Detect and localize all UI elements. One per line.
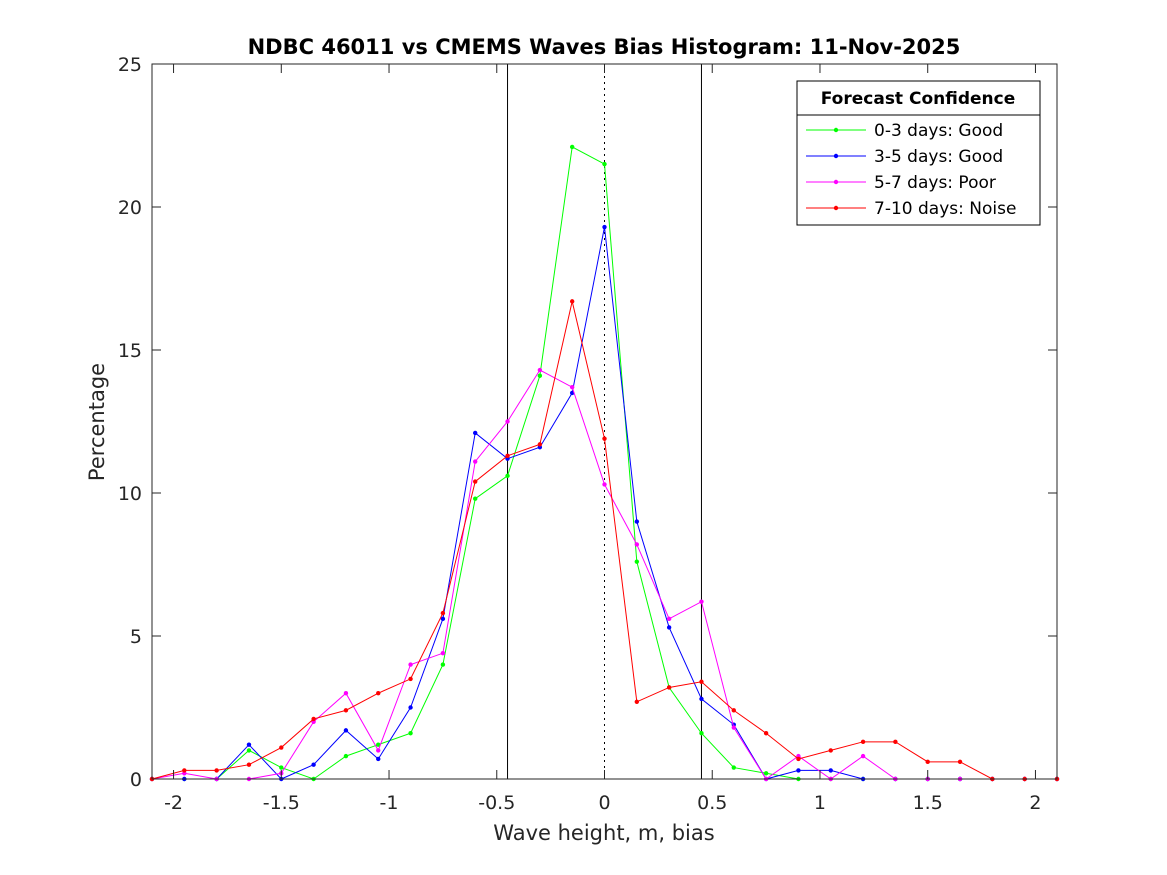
legend-box bbox=[796, 80, 1041, 226]
legend-marker bbox=[833, 179, 839, 185]
series-point bbox=[473, 496, 478, 501]
series-point bbox=[731, 765, 736, 770]
legend-marker bbox=[833, 205, 839, 211]
x-tick-label: -2 bbox=[164, 792, 183, 814]
series-point bbox=[666, 685, 672, 690]
series-point bbox=[699, 731, 704, 736]
series-point bbox=[311, 716, 316, 722]
series-point bbox=[473, 430, 478, 436]
series-point bbox=[343, 728, 349, 733]
legend-marker bbox=[833, 127, 839, 133]
x-tick-label: 1 bbox=[814, 792, 826, 814]
series-point bbox=[505, 419, 510, 424]
x-tick-label: 0 bbox=[598, 792, 610, 814]
series-point bbox=[343, 708, 349, 713]
series-point bbox=[634, 559, 640, 564]
series-point bbox=[408, 676, 413, 682]
series-point bbox=[699, 696, 704, 702]
series-point bbox=[731, 708, 736, 713]
series-point bbox=[408, 662, 413, 667]
x-axis-label: Wave height, m, bias bbox=[493, 821, 714, 845]
series-point bbox=[182, 768, 187, 773]
series-point bbox=[796, 756, 801, 762]
series-point bbox=[279, 765, 284, 770]
series-point bbox=[279, 745, 284, 750]
series-point bbox=[828, 748, 833, 753]
legend-entry-label: 0-3 days: Good bbox=[874, 121, 1003, 141]
series-point bbox=[860, 753, 866, 759]
series-point bbox=[408, 731, 413, 736]
series-point bbox=[763, 731, 769, 736]
series-point bbox=[376, 742, 381, 747]
x-tick-label: 1.5 bbox=[913, 792, 943, 814]
series-point bbox=[602, 436, 607, 441]
x-tick-label: 2 bbox=[1029, 792, 1041, 814]
series-point bbox=[602, 482, 607, 487]
chart-title: NDBC 46011 vs CMEMS Waves Bias Histogram… bbox=[248, 35, 961, 59]
series-point bbox=[246, 742, 252, 747]
series-point bbox=[473, 479, 478, 484]
series-point bbox=[796, 768, 801, 773]
legend-entry-label: 7-10 days: Noise bbox=[874, 199, 1016, 219]
series-point bbox=[569, 144, 575, 150]
series-point bbox=[828, 768, 833, 773]
series-point bbox=[473, 459, 478, 464]
legend-entry-label: 5-7 days: Poor bbox=[874, 173, 996, 193]
series-point bbox=[569, 299, 575, 304]
series-point bbox=[731, 725, 736, 730]
series-point bbox=[214, 768, 219, 773]
series-point bbox=[440, 662, 446, 667]
x-tick-label: -0.5 bbox=[478, 792, 515, 814]
series-point bbox=[343, 691, 349, 696]
y-axis-label: Percentage bbox=[85, 363, 109, 481]
series-point bbox=[246, 762, 252, 767]
y-tick-label: 5 bbox=[130, 626, 142, 648]
y-tick-label: 0 bbox=[130, 769, 142, 791]
series-point bbox=[505, 453, 510, 459]
y-tick-label: 25 bbox=[118, 54, 142, 76]
x-tick-label: 0.5 bbox=[697, 792, 727, 814]
x-tick-label: -1.5 bbox=[263, 792, 300, 814]
series-point bbox=[893, 739, 898, 745]
series-point bbox=[537, 373, 543, 378]
series-point bbox=[763, 771, 769, 776]
series-point bbox=[537, 367, 543, 373]
legend-entry-label: 3-5 days: Good bbox=[874, 147, 1003, 167]
series-point bbox=[376, 748, 381, 753]
series-point bbox=[440, 616, 446, 622]
y-tick-label: 15 bbox=[118, 340, 142, 362]
legend: Forecast Confidence 0-3 days: Good 3-5 da… bbox=[796, 80, 1041, 226]
series-point bbox=[699, 599, 704, 604]
series-point bbox=[666, 616, 672, 622]
series-point bbox=[602, 161, 607, 167]
series-point bbox=[569, 384, 575, 390]
series-point bbox=[634, 542, 640, 547]
series-point bbox=[602, 224, 607, 230]
x-tick-label: -1 bbox=[380, 792, 399, 814]
series-point bbox=[408, 705, 413, 710]
legend-marker bbox=[833, 153, 839, 159]
series-point bbox=[505, 473, 510, 479]
series-point bbox=[634, 519, 640, 524]
series-point bbox=[376, 691, 381, 696]
series-point bbox=[860, 739, 866, 745]
legend-title: Forecast Confidence bbox=[821, 89, 1016, 109]
y-tick-label: 20 bbox=[118, 197, 142, 219]
series-point bbox=[699, 679, 704, 684]
series-point bbox=[925, 759, 930, 765]
series-point bbox=[343, 753, 349, 759]
series-point bbox=[376, 756, 381, 762]
series-point bbox=[440, 650, 446, 656]
series-point bbox=[666, 625, 672, 630]
series-point bbox=[440, 610, 446, 616]
series-point bbox=[537, 442, 543, 447]
series-point bbox=[311, 762, 316, 767]
series-point bbox=[246, 748, 252, 753]
series-point bbox=[634, 699, 640, 704]
y-tick-label: 10 bbox=[118, 483, 142, 505]
series-point bbox=[957, 759, 963, 765]
